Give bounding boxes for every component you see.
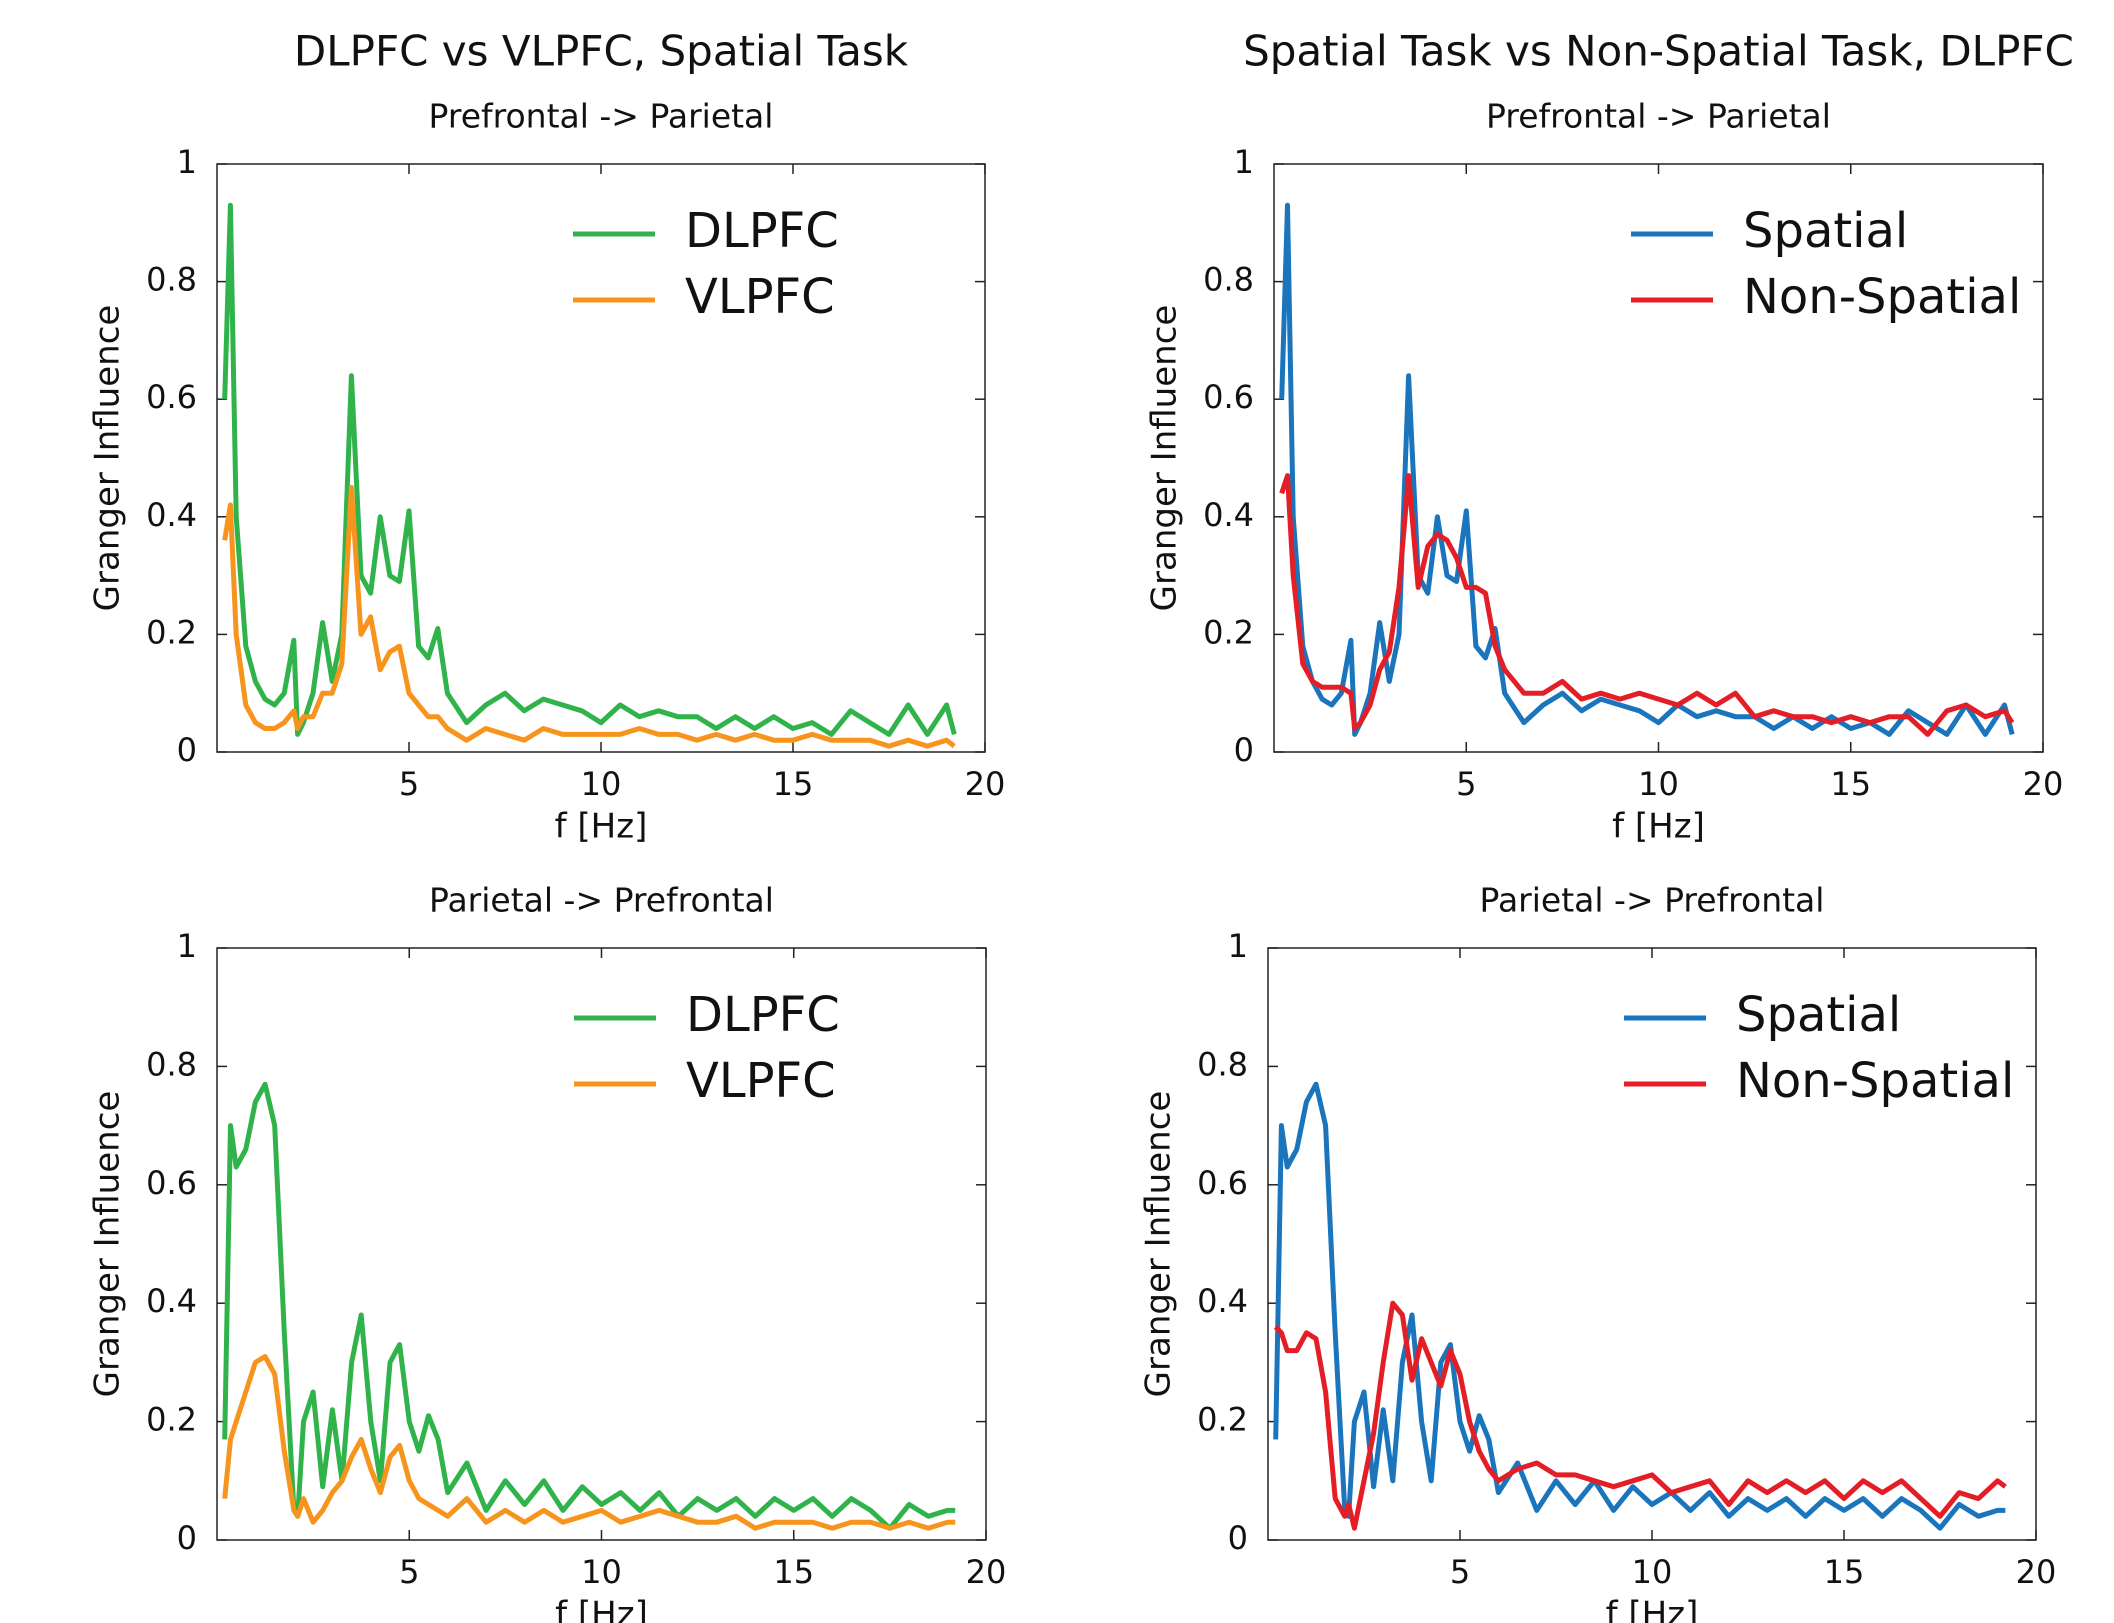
x-tick-label: 15	[1830, 765, 1871, 803]
y-tick-label: 1	[1228, 927, 1248, 965]
y-tick-label: 1	[1234, 143, 1254, 181]
data-line	[222, 202, 957, 737]
plot-frame	[1267, 947, 2037, 1541]
x-tick-label: 20	[966, 1553, 1007, 1591]
y-axis-label: Granger Influence	[1145, 305, 1185, 612]
y-tick-label: 0	[1228, 1519, 1248, 1557]
x-tick-label: 20	[965, 765, 1006, 803]
y-tick-label: 0	[177, 1519, 197, 1557]
x-axis-label: f [Hz]	[1612, 807, 1705, 847]
y-tick-label: 0.6	[1197, 1164, 1248, 1202]
legend-label: VLPFC	[685, 269, 835, 325]
y-tick-label: 0.8	[146, 1045, 197, 1083]
x-tick-label: 10	[1632, 1553, 1673, 1591]
data-line	[1273, 1300, 2007, 1531]
y-tick-label: 0.4	[1203, 496, 1254, 534]
chart-subtitle: Parietal -> Prefrontal	[1480, 881, 1825, 920]
x-axis-label: f [Hz]	[1606, 1595, 1699, 1623]
legend-label: Spatial	[1736, 987, 1901, 1043]
x-tick-label: 5	[399, 1553, 419, 1591]
x-tick-label: 15	[773, 1553, 814, 1591]
data-line	[222, 484, 956, 749]
chart-title: Spatial Task vs Non-Spatial Task, DLPFC	[1243, 27, 2074, 76]
x-tick-label: 5	[399, 765, 419, 803]
x-tick-label: 15	[1824, 1553, 1865, 1591]
chart-subtitle: Prefrontal -> Parietal	[1486, 97, 1831, 136]
legend-label: DLPFC	[686, 987, 840, 1043]
y-axis-label: Granger Influence	[1139, 1091, 1179, 1398]
chart-subtitle: Parietal -> Prefrontal	[429, 881, 774, 920]
x-tick-label: 10	[1638, 765, 1679, 803]
x-tick-label: 5	[1456, 765, 1476, 803]
legend-label: Spatial	[1743, 203, 1908, 259]
y-axis-label: Granger Influence	[88, 305, 128, 612]
y-tick-label: 0.4	[1197, 1282, 1248, 1320]
x-tick-label: 20	[2016, 1553, 2057, 1591]
y-tick-label: 0.6	[1203, 378, 1254, 416]
data-line	[222, 1081, 956, 1531]
x-tick-label: 15	[773, 765, 814, 803]
data-line	[1273, 1081, 2006, 1531]
x-tick-label: 20	[2023, 765, 2064, 803]
y-tick-label: 0.6	[146, 1164, 197, 1202]
plot-frame	[216, 163, 986, 753]
x-axis-label: f [Hz]	[555, 1595, 648, 1623]
y-tick-label: 0.8	[146, 261, 197, 299]
y-tick-label: 1	[177, 927, 197, 965]
y-tick-label: 0.2	[1203, 613, 1254, 651]
data-line	[1279, 473, 2015, 737]
data-line	[222, 1354, 956, 1531]
chart-subtitle: Prefrontal -> Parietal	[429, 97, 774, 136]
y-tick-label: 1	[177, 143, 197, 181]
plot-frame	[1273, 163, 2044, 753]
y-tick-label: 0.6	[146, 378, 197, 416]
y-tick-label: 0.2	[146, 1401, 197, 1439]
y-tick-label: 0.2	[146, 613, 197, 651]
plot-frame	[216, 947, 987, 1541]
x-axis-label: f [Hz]	[555, 807, 648, 847]
y-axis-label: Granger Influence	[88, 1091, 128, 1398]
legend-label: VLPFC	[686, 1053, 836, 1109]
legend-label: DLPFC	[685, 203, 839, 259]
x-tick-label: 5	[1450, 1553, 1470, 1591]
y-tick-label: 0.4	[146, 1282, 197, 1320]
chart-title: DLPFC vs VLPFC, Spatial Task	[294, 27, 909, 76]
x-tick-label: 10	[581, 765, 622, 803]
y-tick-label: 0.8	[1197, 1045, 1248, 1083]
legend-label: Non-Spatial	[1736, 1053, 2014, 1109]
y-tick-label: 0.4	[146, 496, 197, 534]
y-tick-label: 0	[1234, 731, 1254, 769]
legend-label: Non-Spatial	[1743, 269, 2021, 325]
y-tick-label: 0.2	[1197, 1401, 1248, 1439]
y-tick-label: 0.8	[1203, 261, 1254, 299]
x-tick-label: 10	[581, 1553, 622, 1591]
y-tick-label: 0	[177, 731, 197, 769]
